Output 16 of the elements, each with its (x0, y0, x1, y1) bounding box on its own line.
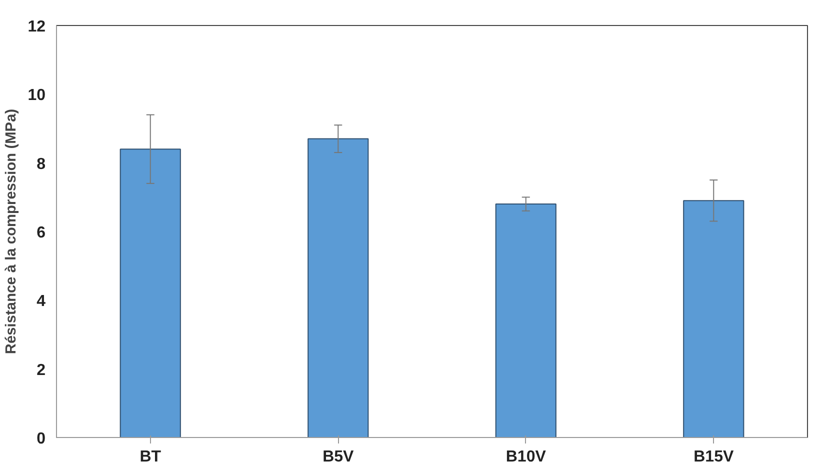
x-tick-label: B15V (694, 448, 734, 466)
bar (683, 200, 744, 438)
x-tick-label: B5V (322, 448, 354, 466)
x-tick-label: B10V (506, 448, 546, 466)
bar (495, 204, 556, 438)
y-tick-label: 8 (36, 156, 46, 173)
y-tick-label: 4 (36, 293, 46, 310)
bar (308, 138, 369, 438)
y-tick-label: 12 (28, 18, 46, 36)
x-tick-label: BT (140, 448, 162, 466)
bar (120, 148, 181, 438)
y-tick-label: 10 (28, 87, 46, 104)
y-tick-label: 0 (36, 430, 46, 448)
y-tick-label: 6 (36, 224, 46, 242)
y-axis-title: Résistance à la compression (MPa) (4, 108, 20, 354)
y-tick-label: 2 (36, 362, 46, 379)
